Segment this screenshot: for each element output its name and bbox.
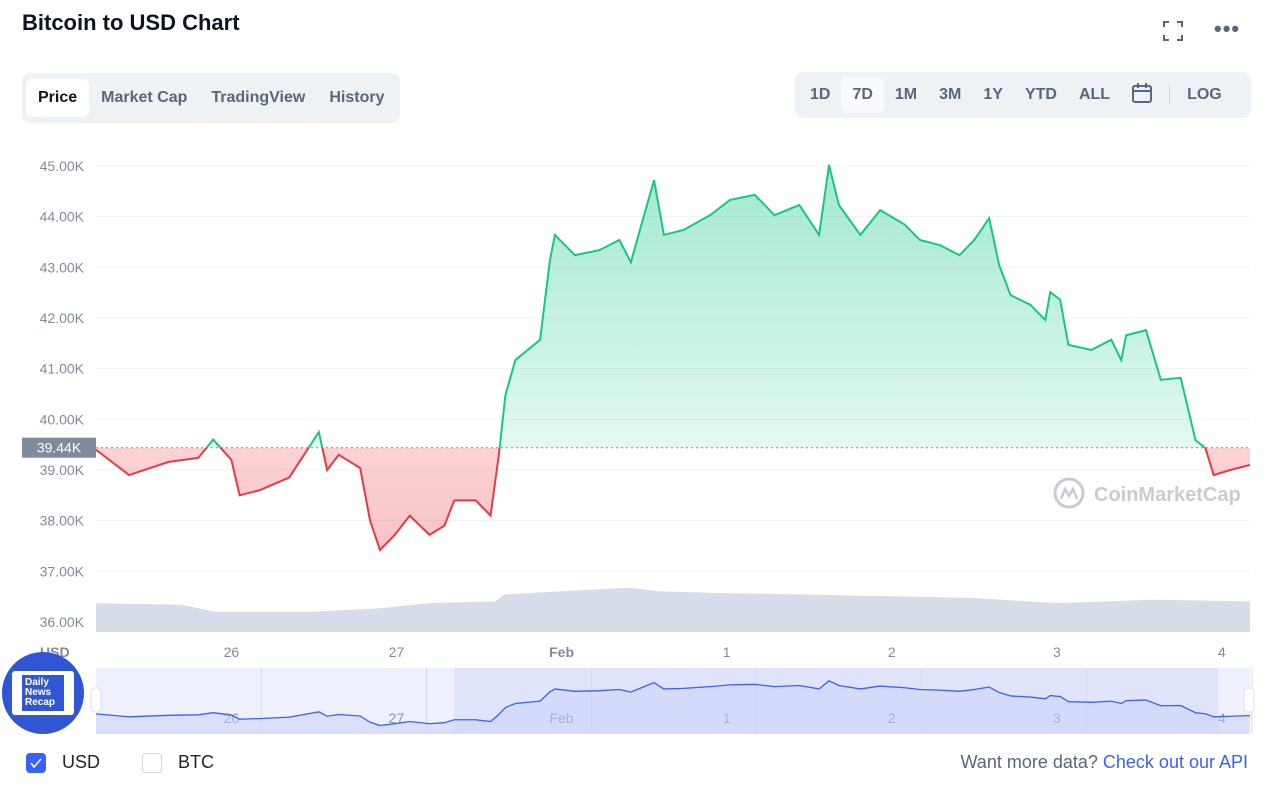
- navigator-left-handle[interactable]: [90, 687, 102, 713]
- daily-news-recap-logo: Daily News Recap: [2, 652, 84, 734]
- page-title: Bitcoin to USD Chart: [22, 10, 240, 35]
- usd-checkbox[interactable]: [26, 753, 46, 773]
- api-prompt: Want more data?: [960, 752, 1098, 772]
- x-tick-label: 2: [888, 644, 896, 660]
- y-tick-label: 37.00K: [40, 563, 85, 579]
- y-tick-label: 42.00K: [40, 310, 85, 326]
- reference-price-box: [22, 437, 96, 458]
- range-selector: 1D 7D 1M 3M 1Y YTD ALL LOG: [795, 72, 1251, 118]
- range-1m[interactable]: 1M: [894, 86, 918, 103]
- calendar-icon[interactable]: [1121, 74, 1163, 117]
- y-tick-label: 38.00K: [40, 513, 85, 529]
- navigator-right-handle[interactable]: [1243, 687, 1255, 713]
- price-area-up: [206, 164, 1205, 448]
- x-tick-label: 3: [1053, 644, 1061, 660]
- x-tick-label: 4: [1218, 644, 1226, 660]
- y-tick-label: 40.00K: [40, 411, 85, 427]
- x-tick-label: 27: [389, 644, 405, 660]
- more-icon[interactable]: •••: [1214, 16, 1241, 41]
- usd-label: USD: [62, 752, 101, 772]
- api-link[interactable]: Check out our API: [1102, 752, 1248, 772]
- range-7d[interactable]: 7D: [841, 77, 884, 113]
- navigator-tick-label: 27: [389, 710, 405, 726]
- watermark-text: CoinMarketCap: [1094, 484, 1241, 506]
- btc-label: BTC: [178, 752, 214, 772]
- y-tick-label: 45.00K: [40, 158, 85, 174]
- reference-price-label: 39.44K: [37, 440, 82, 456]
- range-1y[interactable]: 1Y: [983, 86, 1003, 103]
- divider: [1169, 86, 1171, 104]
- watermark: CoinMarketCap: [1053, 477, 1241, 509]
- price-area-down: [96, 447, 1250, 551]
- range-3m[interactable]: 3M: [939, 86, 962, 103]
- price-chart[interactable]: 39.44K 45.00K 44.00K 43.00K 42.00K 41.00K 40.…: [0, 0, 1280, 740]
- log-toggle[interactable]: LOG: [1187, 86, 1222, 103]
- y-tick-label: 39.00K: [40, 462, 85, 478]
- price-line-down: [95, 447, 1251, 552]
- range-all[interactable]: ALL: [1078, 86, 1111, 103]
- tab-tradingview[interactable]: TradingView: [211, 89, 306, 106]
- tab-price[interactable]: Price: [26, 79, 90, 117]
- x-tick-label: 1: [723, 644, 731, 660]
- btc-checkbox[interactable]: [142, 753, 162, 773]
- y-tick-label: 41.00K: [40, 361, 85, 377]
- x-tick-label: Feb: [549, 644, 574, 660]
- volume-area: [96, 587, 1250, 632]
- badge-text: Daily News Recap: [22, 675, 64, 711]
- y-tick-label: 44.00K: [40, 209, 85, 225]
- chart-type-tabs: Price Market Cap TradingView History: [22, 73, 401, 123]
- price-line-up: [205, 164, 1207, 448]
- y-tick-label: 43.00K: [40, 259, 85, 275]
- y-tick-label: 36.00K: [40, 614, 85, 630]
- range-ytd[interactable]: YTD: [1024, 86, 1057, 103]
- tab-market-cap[interactable]: Market Cap: [101, 89, 188, 106]
- fullscreen-icon[interactable]: [1162, 20, 1184, 47]
- range-1d[interactable]: 1D: [810, 86, 831, 103]
- navigator-line: [95, 680, 1251, 727]
- navigator-area: [96, 680, 1250, 734]
- tab-history[interactable]: History: [329, 89, 385, 106]
- x-tick-label: 26: [224, 644, 240, 660]
